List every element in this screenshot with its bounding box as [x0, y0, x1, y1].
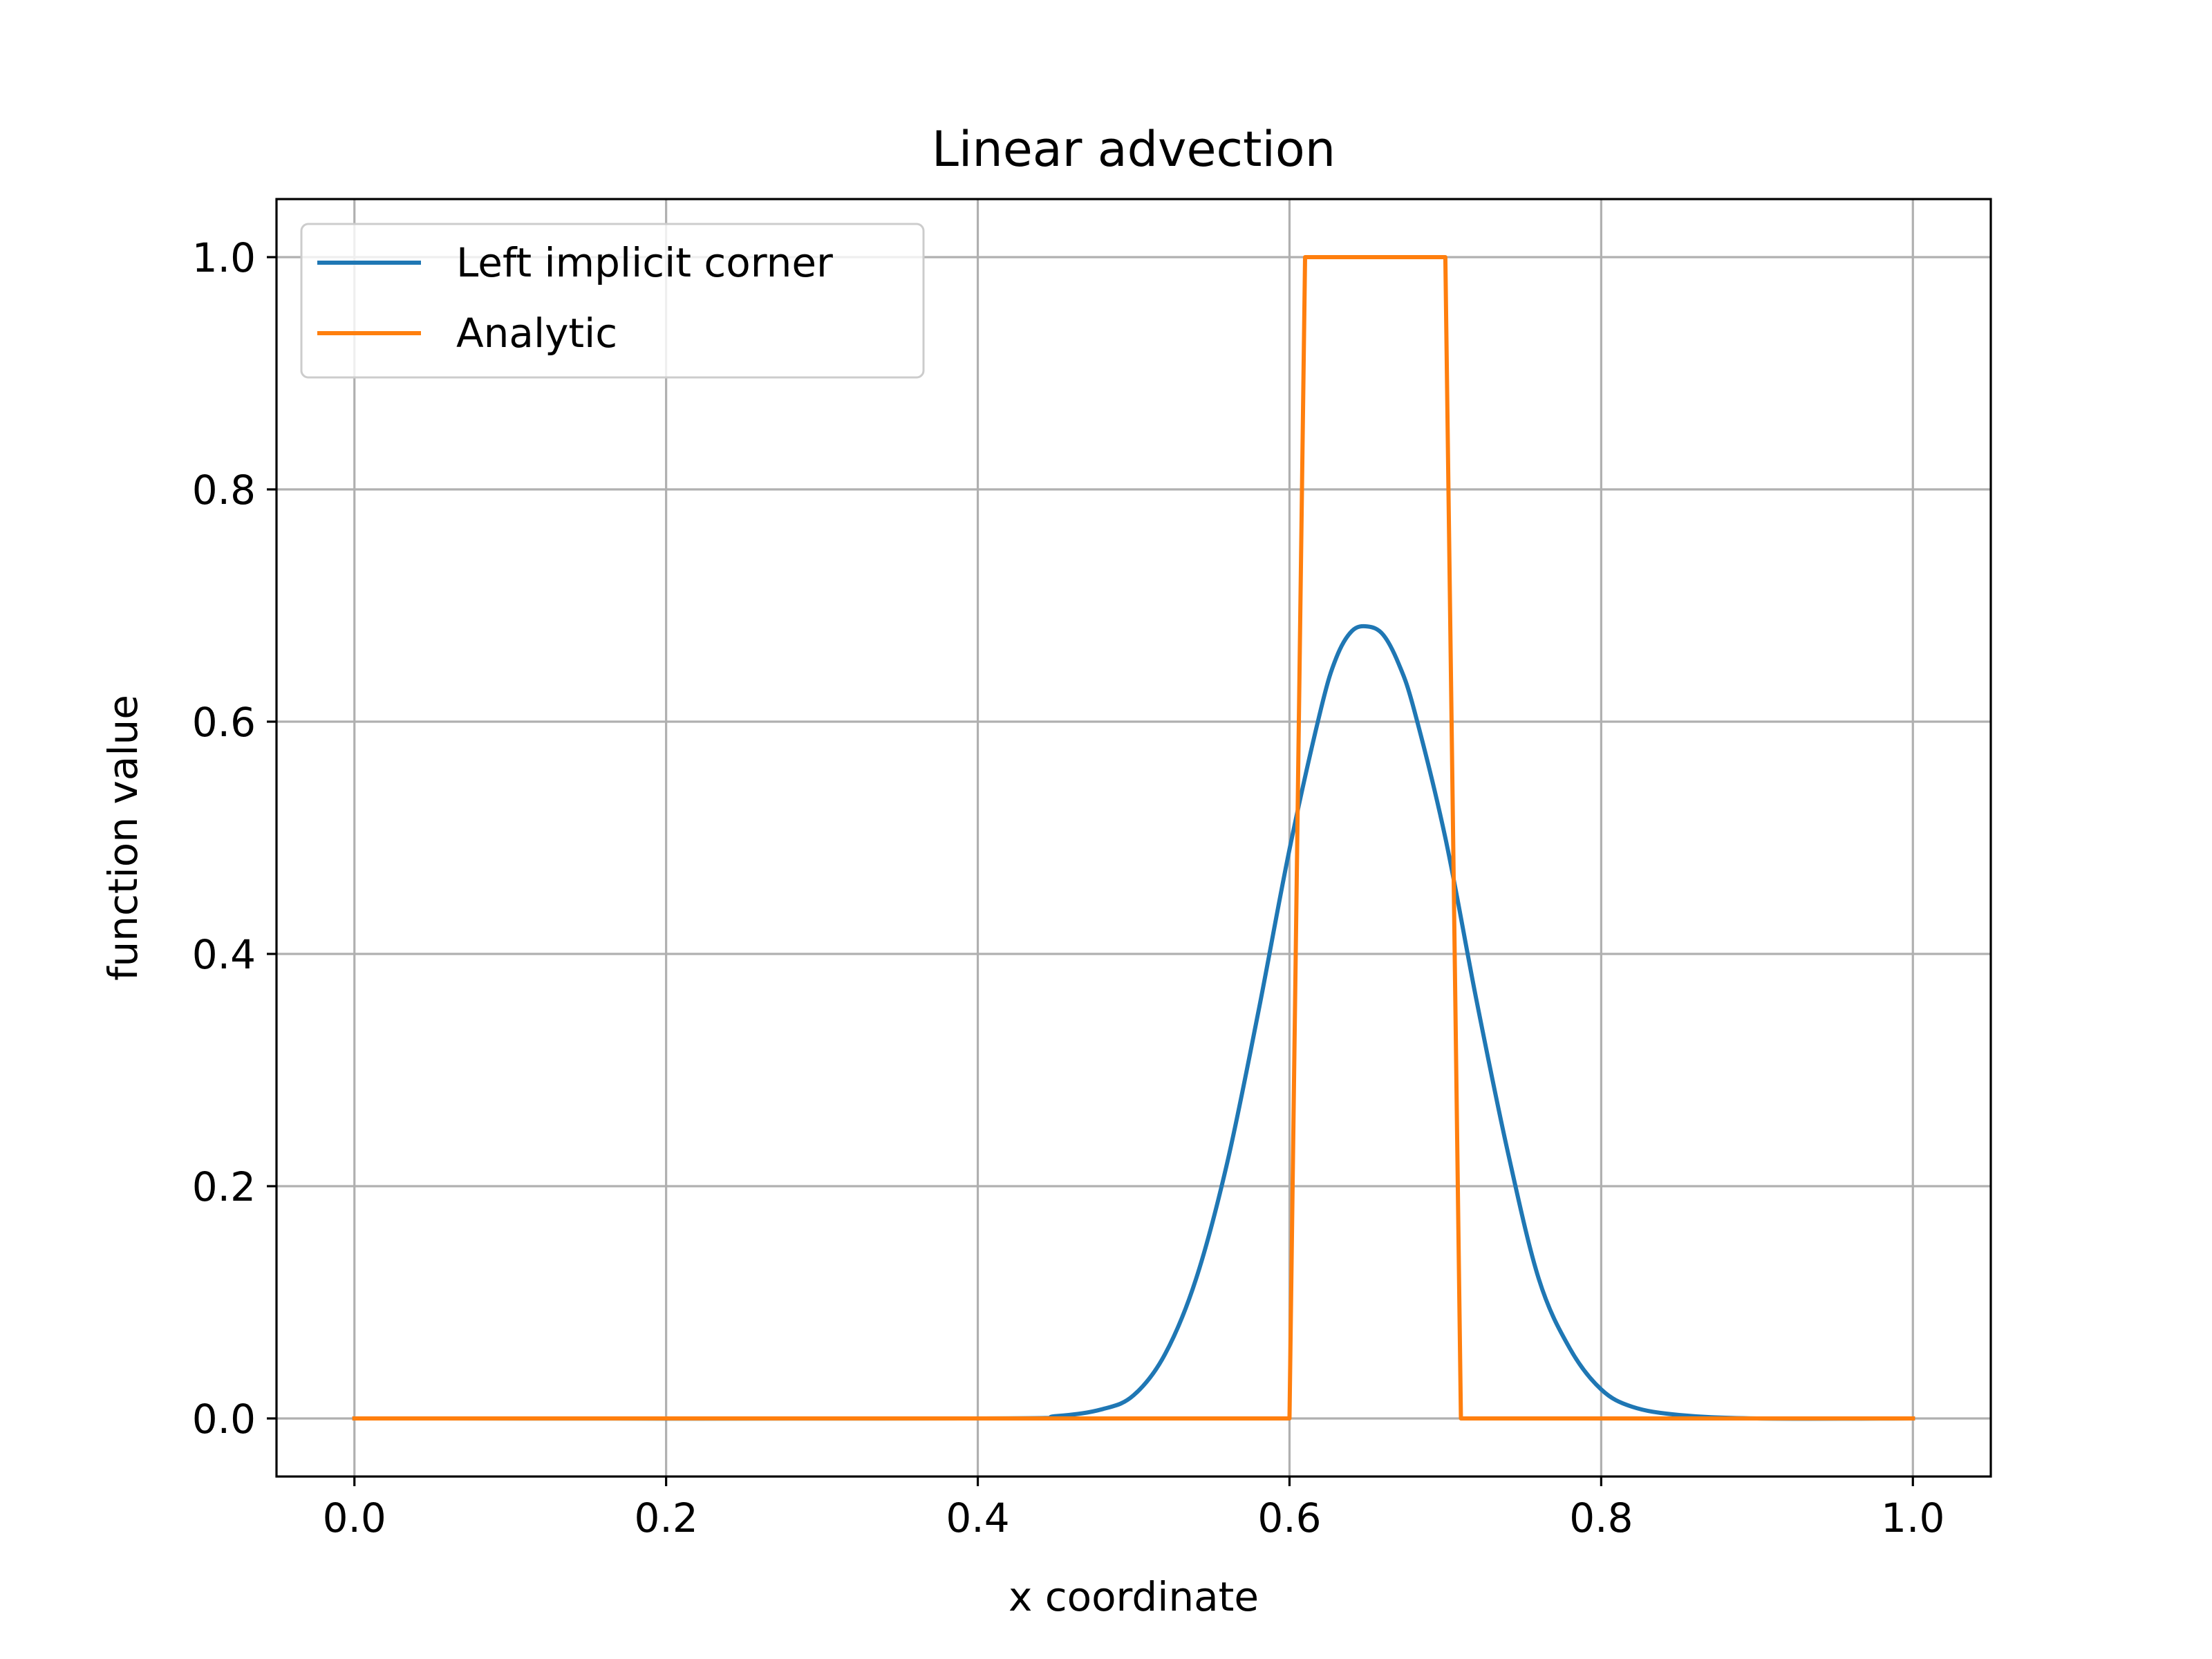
series-line-left-implicit-corner [352, 624, 1915, 1421]
x-tick-label: 0.0 [323, 1494, 386, 1541]
x-tick-label: 1.0 [1881, 1494, 1944, 1541]
chart-title: Linear advection [932, 121, 1335, 178]
legend-label-left-implicit-corner: Left implicit corner [456, 239, 833, 286]
y-tick-label: 0.2 [192, 1163, 256, 1210]
y-tick-label: 0.0 [192, 1396, 256, 1443]
legend-label-analytic: Analytic [456, 310, 617, 357]
x-tick-label: 0.6 [1257, 1494, 1321, 1541]
y-tick-label: 0.4 [192, 931, 256, 978]
legend: Left implicit corner Analytic [300, 223, 925, 379]
y-tick-label: 1.0 [192, 234, 256, 281]
legend-box [300, 223, 925, 379]
plot-area [352, 255, 1915, 1421]
axes-frame [275, 198, 1992, 1478]
y-tick-label: 0.6 [192, 699, 256, 746]
x-axis-label: x coordinate [1009, 1573, 1259, 1620]
grid [276, 199, 1991, 1477]
x-tick-label: 0.4 [946, 1494, 1009, 1541]
y-tick-label: 0.8 [192, 467, 256, 514]
x-tick-label: 0.8 [1569, 1494, 1633, 1541]
x-tick-label: 0.2 [635, 1494, 698, 1541]
y-axis-label: function value [100, 695, 147, 981]
ticks: 0.0 0.2 0.4 0.6 0.8 1.0 0.0 0.2 0.4 0.6 0.8 1.0 [192, 234, 1945, 1541]
series-line-analytic [352, 255, 1915, 1421]
